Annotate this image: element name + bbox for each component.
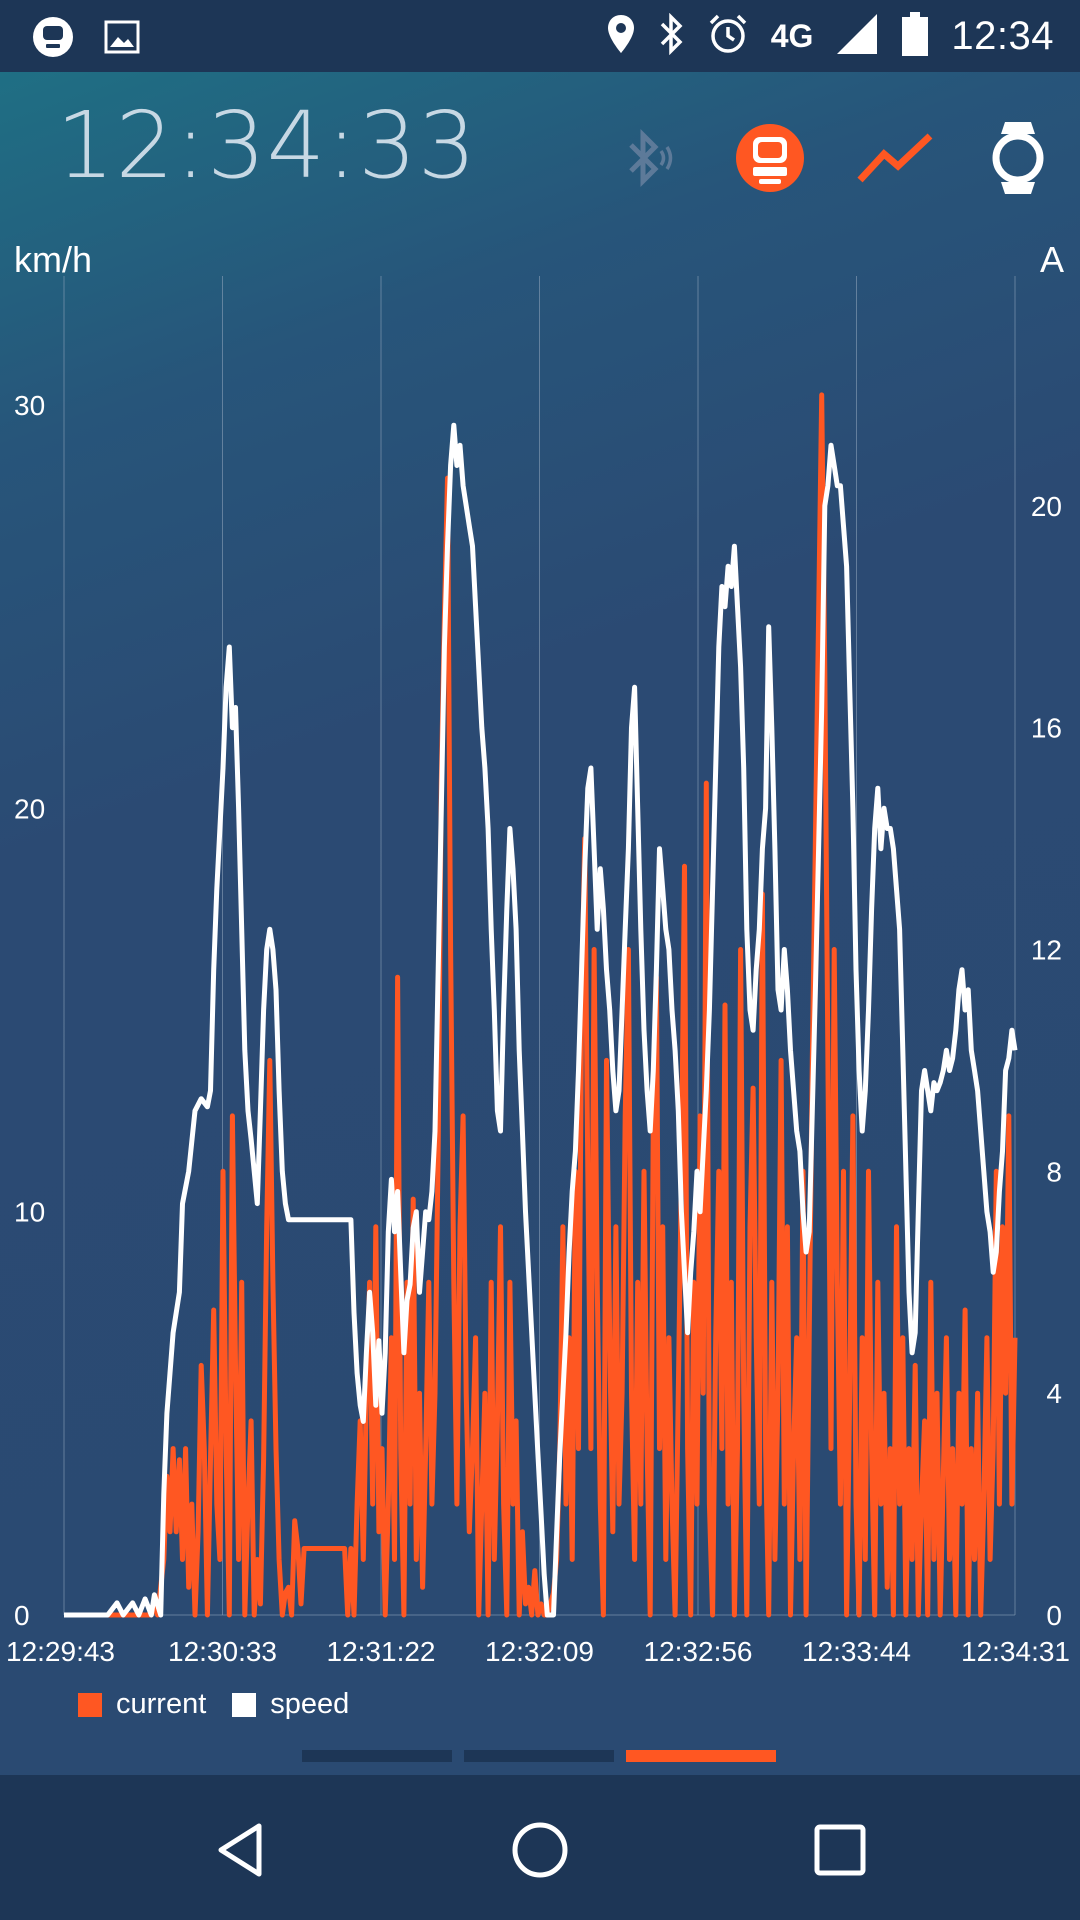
axis-labels: 12:29:43 12:30:33 12:31:22 12:32:09 12:32:56…	[6, 239, 1070, 1667]
y-right-axis-label: A	[1040, 239, 1064, 280]
series-lines	[64, 392, 1018, 1618]
watch-icon[interactable]	[970, 110, 1066, 206]
bluetooth-audio-icon[interactable]	[600, 110, 696, 206]
navigation-bar	[0, 1775, 1080, 1920]
y-left-tick-label: 0	[14, 1600, 30, 1631]
legend-swatch-speed	[232, 1692, 257, 1717]
y-right-tick-label: 16	[1031, 713, 1062, 744]
y-left-tick-label: 20	[14, 793, 45, 824]
graph-icon[interactable]	[848, 110, 944, 206]
status-bar: 4G 12:34	[0, 0, 1080, 72]
y-left-axis-label: km/h	[14, 239, 92, 280]
page-dot-2[interactable]	[464, 1750, 614, 1762]
page-dot-3[interactable]	[626, 1750, 776, 1762]
top-toolbar	[600, 110, 1060, 206]
y-right-tick-label: 8	[1046, 1156, 1062, 1187]
legend-label-speed: speed	[270, 1688, 350, 1720]
legend-item-speed: speed	[232, 1688, 349, 1721]
series-line-current	[64, 392, 1018, 1618]
wheel-icon[interactable]	[722, 110, 818, 206]
legend-item-current: current	[78, 1688, 206, 1721]
legend-swatch-current	[78, 1692, 102, 1717]
wheel-app-icon	[30, 14, 76, 65]
status-time: 12:34	[951, 13, 1054, 58]
home-icon[interactable]	[495, 1805, 585, 1895]
y-right-tick-label: 12	[1031, 935, 1062, 966]
alarm-icon	[707, 13, 749, 60]
speed-current-chart: 12:29:43 12:30:33 12:31:22 12:32:09 12:32:56…	[0, 230, 1080, 1680]
x-tick-label: 12:34:31	[961, 1636, 1070, 1667]
gallery-icon	[104, 19, 140, 60]
network-type: 4G	[770, 17, 814, 54]
recents-icon[interactable]	[795, 1805, 885, 1895]
battery-icon	[901, 11, 929, 62]
x-tick-label: 12:30:33	[168, 1636, 277, 1667]
y-right-tick-label: 4	[1046, 1378, 1062, 1409]
location-icon	[605, 13, 637, 60]
x-tick-label: 12:32:56	[644, 1636, 753, 1667]
page-dot-1[interactable]	[302, 1750, 452, 1762]
x-tick-label: 12:33:44	[802, 1636, 911, 1667]
chart-svg: 12:29:43 12:30:33 12:31:22 12:32:09 12:32:56…	[6, 239, 1070, 1667]
x-tick-label: 12:29:43	[6, 1636, 115, 1667]
signal-icon	[835, 12, 879, 61]
clock: 12:34:33	[56, 92, 478, 199]
back-icon[interactable]	[196, 1805, 286, 1895]
y-right-tick-label: 20	[1031, 491, 1062, 522]
page-indicator	[302, 1750, 776, 1762]
legend-label-current: current	[116, 1688, 207, 1720]
y-right-tick-label: 0	[1046, 1600, 1062, 1631]
bluetooth-icon	[659, 12, 685, 60]
y-left-tick-label: 10	[14, 1197, 45, 1228]
x-tick-label: 12:31:22	[327, 1636, 436, 1667]
x-tick-label: 12:32:09	[485, 1636, 594, 1667]
series-line-speed	[64, 422, 1018, 1618]
y-left-tick-label: 30	[14, 390, 45, 421]
legend: current speed	[78, 1688, 363, 1721]
